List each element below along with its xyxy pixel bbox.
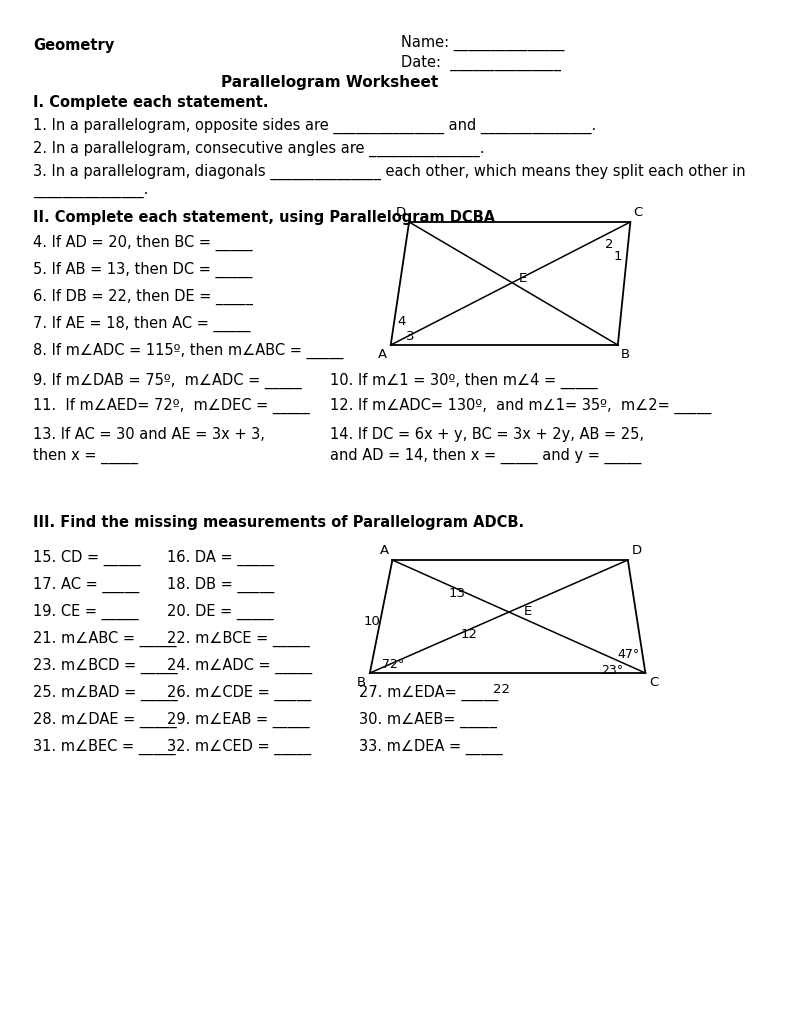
Text: 12. If m∠ADC= 130º,  and m∠1= 35º,  m∠2= _____: 12. If m∠ADC= 130º, and m∠1= 35º, m∠2= _… — [330, 398, 711, 414]
Text: 7. If AE = 18, then AC = _____: 7. If AE = 18, then AC = _____ — [33, 316, 251, 332]
Text: 23°: 23° — [601, 664, 623, 677]
Text: A: A — [380, 544, 389, 557]
Text: II. Complete each statement, using Parallelogram DCBA: II. Complete each statement, using Paral… — [33, 210, 495, 225]
Text: and AD = 14, then x = _____ and y = _____: and AD = 14, then x = _____ and y = ____… — [330, 449, 642, 464]
Text: III. Find the missing measurements of Parallelogram ADCB.: III. Find the missing measurements of Pa… — [33, 515, 524, 530]
Text: I. Complete each statement.: I. Complete each statement. — [33, 95, 269, 110]
Text: 30. m∠AEB= _____: 30. m∠AEB= _____ — [359, 712, 497, 728]
Text: 5. If AB = 13, then DC = _____: 5. If AB = 13, then DC = _____ — [33, 262, 253, 279]
Text: 16. DA = _____: 16. DA = _____ — [167, 550, 274, 566]
Text: 17. AC = _____: 17. AC = _____ — [33, 577, 140, 593]
Text: 8. If m∠ADC = 115º, then m∠ABC = _____: 8. If m∠ADC = 115º, then m∠ABC = _____ — [33, 343, 344, 359]
Text: 22. m∠BCE = _____: 22. m∠BCE = _____ — [167, 631, 310, 647]
Text: C: C — [634, 206, 643, 219]
Text: 22: 22 — [493, 683, 509, 696]
Text: then x = _____: then x = _____ — [33, 449, 138, 464]
Text: 32. m∠CED = _____: 32. m∠CED = _____ — [167, 739, 311, 756]
Text: 14. If DC = 6x + y, BC = 3x + 2y, AB = 25,: 14. If DC = 6x + y, BC = 3x + 2y, AB = 2… — [330, 427, 644, 442]
Text: 4: 4 — [397, 315, 406, 328]
Text: 4. If AD = 20, then BC = _____: 4. If AD = 20, then BC = _____ — [33, 234, 253, 251]
Text: B: B — [621, 348, 630, 361]
Text: 33. m∠DEA = _____: 33. m∠DEA = _____ — [359, 739, 502, 756]
Text: _______________.: _______________. — [33, 184, 149, 199]
Text: E: E — [524, 605, 532, 618]
Text: 10: 10 — [364, 615, 381, 628]
Text: 47°: 47° — [618, 648, 640, 662]
Text: Name: _______________: Name: _______________ — [401, 35, 564, 51]
Text: 10. If m∠1 = 30º, then m∠4 = _____: 10. If m∠1 = 30º, then m∠4 = _____ — [330, 373, 597, 389]
Text: 13. If AC = 30 and AE = 3x + 3,: 13. If AC = 30 and AE = 3x + 3, — [33, 427, 265, 442]
Text: 31. m∠BEC = _____: 31. m∠BEC = _____ — [33, 739, 176, 756]
Text: Date:  _______________: Date: _______________ — [401, 55, 561, 72]
Text: 21. m∠ABC = _____: 21. m∠ABC = _____ — [33, 631, 177, 647]
Text: 11.  If m∠AED= 72º,  m∠DEC = _____: 11. If m∠AED= 72º, m∠DEC = _____ — [33, 398, 310, 414]
Text: 9. If m∠DAB = 75º,  m∠ADC = _____: 9. If m∠DAB = 75º, m∠ADC = _____ — [33, 373, 302, 389]
Text: 23. m∠BCD = _____: 23. m∠BCD = _____ — [33, 658, 178, 674]
Text: E: E — [518, 272, 527, 285]
Text: D: D — [632, 544, 642, 557]
Text: 19. CE = _____: 19. CE = _____ — [33, 604, 139, 621]
Text: 27. m∠EDA= _____: 27. m∠EDA= _____ — [359, 685, 498, 701]
Text: 3: 3 — [406, 330, 414, 343]
Text: 1. In a parallelogram, opposite sides are _______________ and _______________.: 1. In a parallelogram, opposite sides ar… — [33, 118, 596, 134]
Text: C: C — [649, 676, 659, 689]
Text: 2. In a parallelogram, consecutive angles are _______________.: 2. In a parallelogram, consecutive angle… — [33, 141, 485, 158]
Text: 20. DE = _____: 20. DE = _____ — [167, 604, 274, 621]
Text: Geometry: Geometry — [33, 38, 115, 53]
Text: 72°: 72° — [381, 658, 403, 671]
Text: 28. m∠DAE = _____: 28. m∠DAE = _____ — [33, 712, 177, 728]
Text: 29. m∠EAB = _____: 29. m∠EAB = _____ — [167, 712, 309, 728]
Text: 2: 2 — [605, 238, 614, 251]
Text: 26. m∠CDE = _____: 26. m∠CDE = _____ — [167, 685, 311, 701]
Text: D: D — [396, 206, 406, 219]
Text: B: B — [357, 676, 365, 689]
Text: 3. In a parallelogram, diagonals _______________ each other, which means they sp: 3. In a parallelogram, diagonals _______… — [33, 164, 746, 180]
Text: 13: 13 — [448, 587, 465, 600]
Text: A: A — [378, 348, 388, 361]
Text: 18. DB = _____: 18. DB = _____ — [167, 577, 274, 593]
Text: 25. m∠BAD = _____: 25. m∠BAD = _____ — [33, 685, 178, 701]
Text: 24. m∠ADC = _____: 24. m∠ADC = _____ — [167, 658, 312, 674]
Text: 6. If DB = 22, then DE = _____: 6. If DB = 22, then DE = _____ — [33, 289, 253, 305]
Text: Parallelogram Worksheet: Parallelogram Worksheet — [221, 75, 438, 90]
Text: 15. CD = _____: 15. CD = _____ — [33, 550, 141, 566]
Text: 12: 12 — [461, 628, 478, 641]
Text: 1: 1 — [614, 250, 623, 263]
